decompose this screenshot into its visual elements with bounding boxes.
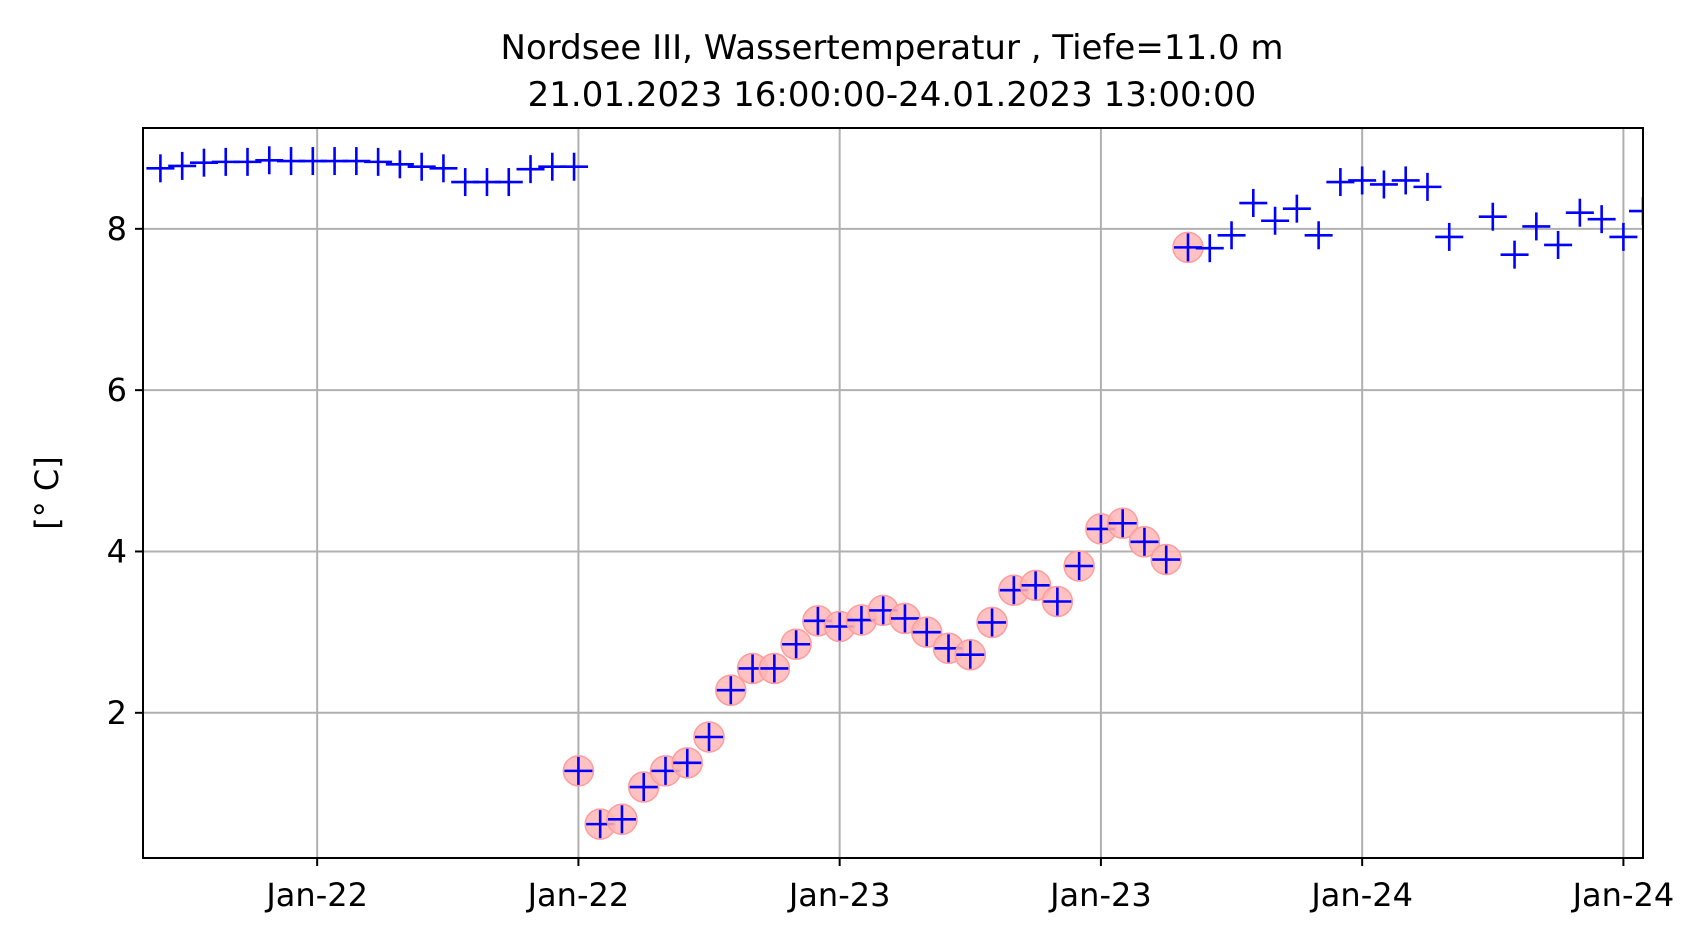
axis-ticks: 2 4 6 8 Jan-22 Jan-22 Jan-23 Jan-23 Jan-24 Jan-24 <box>107 210 1675 914</box>
grid-layer <box>143 128 1643 858</box>
data-point <box>1500 240 1529 269</box>
data-point <box>385 150 414 179</box>
data-point <box>1369 170 1398 199</box>
x-tick-label: Jan-24 <box>1571 876 1675 914</box>
y-tick-label: 6 <box>107 371 127 409</box>
data-point <box>146 154 175 183</box>
data-point <box>1152 545 1181 574</box>
data-point <box>956 640 985 669</box>
data-point <box>673 748 702 777</box>
y-tick-label: 4 <box>107 532 127 570</box>
x-tick-label: Jan-23 <box>1048 876 1152 914</box>
data-point <box>1587 205 1616 234</box>
data-point <box>1239 189 1268 218</box>
chart-title-line-2: 21.01.2023 16:00:00-24.01.2023 13:00:00 <box>528 75 1257 115</box>
data-point <box>1435 222 1464 251</box>
data-point <box>1391 166 1420 195</box>
x-tick-label: Jan-24 <box>1309 876 1413 914</box>
y-tick-label: 2 <box>107 694 127 732</box>
data-point <box>695 723 724 752</box>
data-point <box>1261 206 1290 235</box>
data-point <box>890 604 919 633</box>
data-point <box>364 147 393 176</box>
data-point <box>1609 222 1638 251</box>
data-point <box>1217 221 1246 250</box>
data-point <box>1021 571 1050 600</box>
data-point <box>1478 202 1507 231</box>
data-point <box>1522 212 1551 241</box>
data-point <box>407 152 436 181</box>
y-axis-label: [° C] <box>28 456 66 529</box>
data-point <box>1629 197 1643 226</box>
chart-title-line-1: Nordsee III, Wassertemperatur , Tiefe=11… <box>501 28 1284 68</box>
data-point <box>494 168 523 197</box>
data-point <box>1413 172 1442 201</box>
x-tick-label: Jan-22 <box>264 876 368 914</box>
data-point <box>1348 166 1377 195</box>
data-point <box>1108 509 1137 538</box>
data-point <box>629 773 658 802</box>
x-tick-label: Jan-23 <box>787 876 891 914</box>
data-point <box>1304 221 1333 250</box>
data-point <box>1565 198 1594 227</box>
plot-frame <box>142 127 1644 859</box>
data-point <box>912 618 941 647</box>
data-point <box>782 630 811 659</box>
data-point <box>1195 234 1224 263</box>
data-point <box>760 654 789 683</box>
data-point <box>564 756 593 785</box>
data-point <box>847 606 876 635</box>
data-point <box>516 155 545 184</box>
y-tick-label: 8 <box>107 210 127 248</box>
data-point <box>233 147 262 176</box>
x-tick-label: Jan-22 <box>526 876 630 914</box>
data-marks <box>146 146 1643 840</box>
data-point <box>429 154 458 183</box>
data-point <box>560 152 589 181</box>
data-point <box>716 676 745 705</box>
data-point <box>1130 527 1159 556</box>
data-point <box>168 151 197 180</box>
data-point <box>1326 168 1355 197</box>
data-point <box>607 805 636 834</box>
data-point <box>1043 587 1072 616</box>
data-point <box>1065 552 1094 580</box>
data-point <box>978 608 1007 637</box>
data-point <box>1282 194 1311 223</box>
data-point <box>1544 230 1573 259</box>
